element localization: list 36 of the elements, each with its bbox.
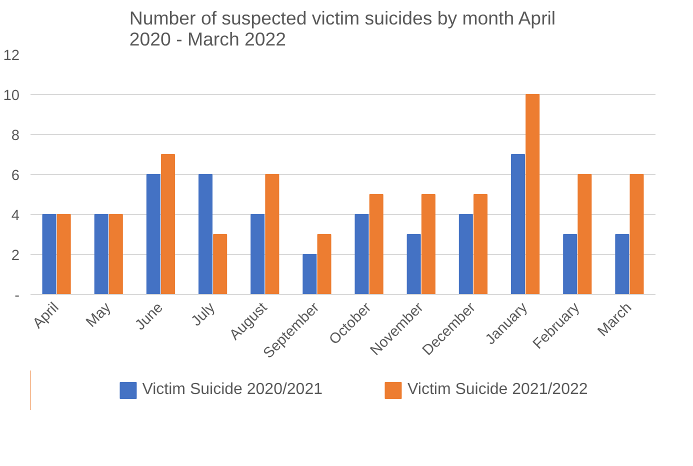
bar: [354, 214, 369, 294]
y-tick-label: 12: [3, 48, 20, 64]
x-tick-label: May: [83, 299, 115, 331]
y-tick-label: 2: [11, 248, 20, 264]
bar: [94, 214, 108, 294]
bar: [302, 254, 317, 294]
y-tick-label: 8: [11, 128, 20, 144]
chart-title: Number of suspected victim suicides by month April 2020 - March 2022: [129, 8, 556, 50]
bar: [146, 174, 160, 294]
y-tick-label: -: [14, 288, 20, 304]
bar: [473, 194, 488, 294]
bar: [369, 194, 384, 294]
y-tick-label: 6: [11, 168, 20, 184]
bar: [526, 94, 540, 294]
bar: [615, 234, 630, 294]
bar: [406, 234, 421, 294]
bar: [160, 154, 176, 294]
legend-label: Victim Suicide 2020/2021: [142, 381, 322, 399]
bar: [56, 214, 71, 294]
bar: [510, 154, 526, 294]
bar: [250, 214, 265, 294]
y-tick-label: 4: [11, 208, 20, 224]
bar: [265, 174, 280, 294]
legend-label: Victim Suicide 2021/2022: [408, 381, 588, 399]
bar: [578, 174, 592, 294]
bar: [563, 234, 578, 294]
bar: [108, 214, 123, 294]
bar: [421, 194, 436, 294]
x-tick-label: July: [188, 299, 219, 330]
bar: [630, 174, 644, 294]
y-tick-label: 10: [3, 88, 20, 104]
bar: [213, 234, 228, 294]
bar: [42, 214, 56, 294]
bar: [458, 214, 473, 294]
bar: [317, 234, 332, 294]
bar: [198, 174, 213, 294]
